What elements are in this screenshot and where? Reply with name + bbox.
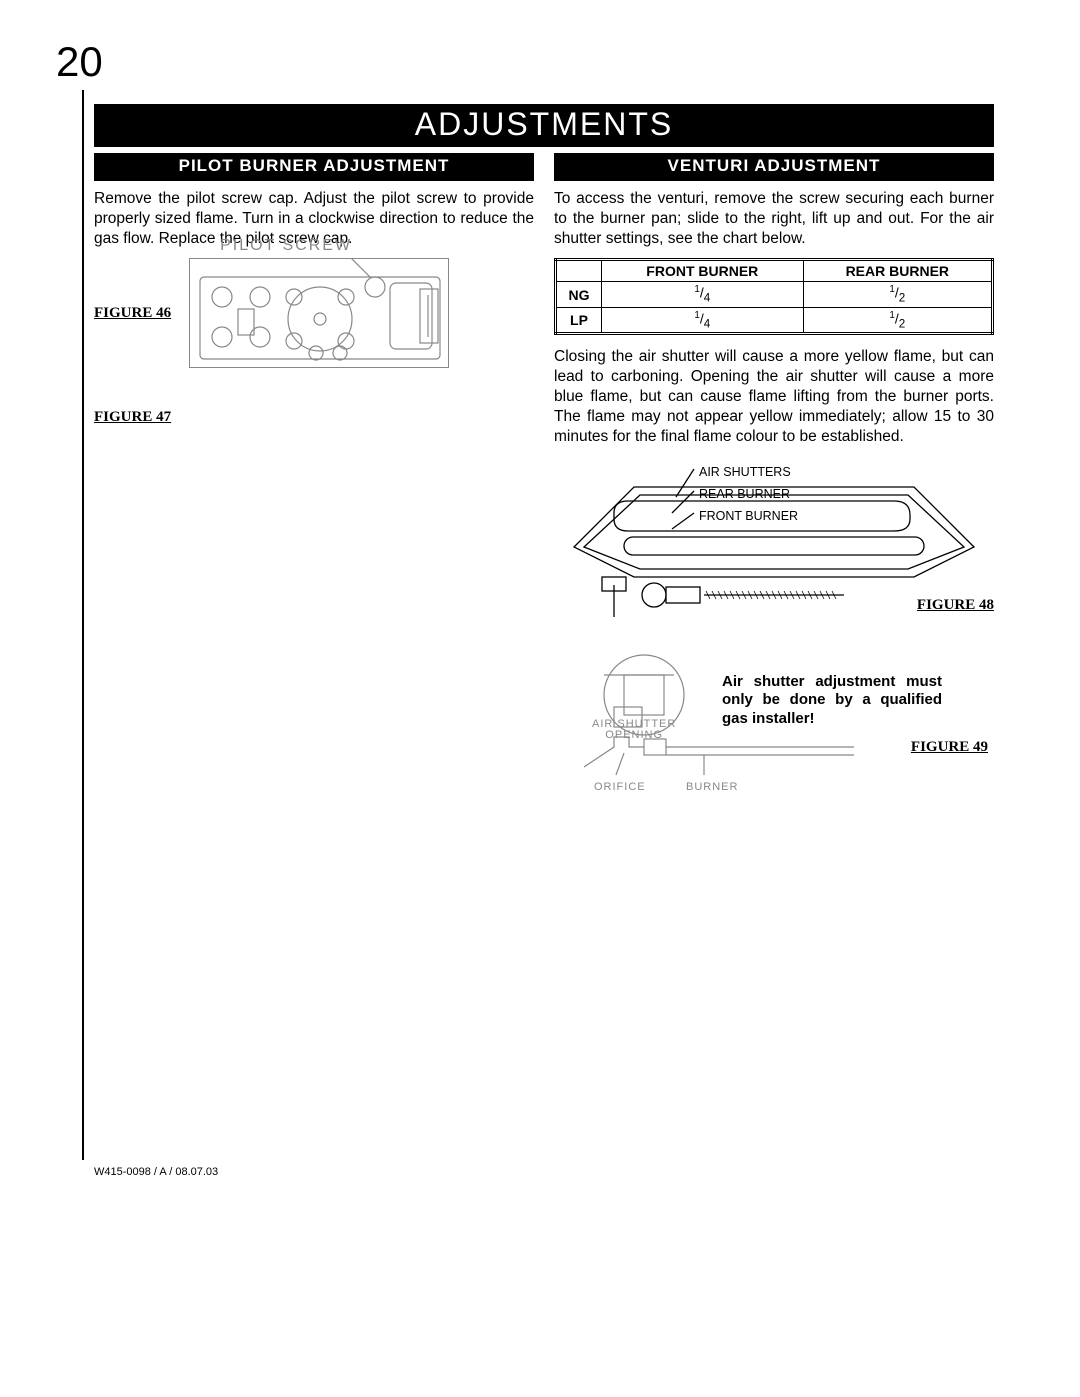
ng-rear-cell: 1/2 — [803, 282, 992, 307]
figure-49-label: FIGURE 49 — [911, 739, 988, 756]
figure-48-area: AIR SHUTTERS REAR BURNER FRONT BURNER FI… — [554, 457, 994, 647]
table-row: LP 1/4 1/2 — [556, 307, 993, 333]
venturi-paragraph-2: Closing the air shutter will cause a mor… — [554, 347, 994, 446]
figure-49-area: Air shutter adjustment must only be done… — [554, 647, 994, 847]
page-number: 20 — [56, 38, 103, 86]
label-text: OPENING — [605, 729, 663, 741]
frac-num: 1 — [889, 284, 894, 295]
frac-num: 1 — [694, 310, 699, 321]
venturi-paragraph-1: To access the venturi, remove the screw … — [554, 189, 994, 248]
frac-num: 1 — [694, 284, 699, 295]
front-burner-label: FRONT BURNER — [699, 509, 798, 523]
table-header-row: FRONT BURNER REAR BURNER — [556, 260, 993, 282]
lp-front-cell: 1/4 — [602, 307, 804, 333]
pilot-heading: PILOT BURNER ADJUSTMENT — [94, 153, 534, 181]
figure-46-diagram: PILOT SCREW — [189, 258, 449, 368]
table-header-front: FRONT BURNER — [602, 260, 804, 282]
table-row: NG 1/4 1/2 — [556, 282, 993, 307]
air-shutter-table: FRONT BURNER REAR BURNER NG 1/4 1/2 LP 1… — [554, 258, 994, 335]
pilot-screw-label: PILOT SCREW — [220, 237, 352, 255]
main-content: ADJUSTMENTS PILOT BURNER ADJUSTMENT Remo… — [94, 104, 994, 847]
table-header-blank — [556, 260, 602, 282]
ng-front-cell: 1/4 — [602, 282, 804, 307]
air-shutters-label: AIR SHUTTERS — [699, 465, 791, 479]
footer-doc-id: W415-0098 / A / 08.07.03 — [94, 1166, 218, 1178]
rear-burner-label: REAR BURNER — [699, 487, 790, 501]
burner-pan-diagram-icon — [554, 457, 994, 647]
air-shutter-opening-label: AIR SHUTTER OPENING — [592, 719, 676, 741]
row-head-ng: NG — [556, 282, 602, 307]
figure-48-label: FIGURE 48 — [917, 597, 994, 614]
orifice-label: ORIFICE — [594, 781, 646, 793]
figure-47-label: FIGURE 47 — [94, 409, 171, 425]
frac-den: 2 — [899, 317, 905, 330]
frac-den: 2 — [899, 292, 905, 305]
frac-den: 4 — [704, 292, 710, 305]
section-title: ADJUSTMENTS — [94, 104, 994, 147]
lp-rear-cell: 1/2 — [803, 307, 992, 333]
right-column: VENTURI ADJUSTMENT To access the venturi… — [554, 153, 994, 847]
venturi-heading: VENTURI ADJUSTMENT — [554, 153, 994, 181]
left-column: PILOT BURNER ADJUSTMENT Remove the pilot… — [94, 153, 534, 847]
left-margin-rule — [82, 90, 84, 1160]
burner-label: BURNER — [686, 781, 738, 793]
two-column-layout: PILOT BURNER ADJUSTMENT Remove the pilot… — [94, 153, 994, 847]
installer-warning: Air shutter adjustment must only be done… — [722, 673, 942, 729]
figure-46-label: FIGURE 46 — [94, 305, 171, 322]
frac-num: 1 — [889, 310, 894, 321]
table-header-rear: REAR BURNER — [803, 260, 992, 282]
frac-den: 4 — [704, 317, 710, 330]
valve-diagram-icon — [190, 259, 450, 369]
figure-46-row: FIGURE 46 PILOT SCREW — [94, 258, 534, 368]
row-head-lp: LP — [556, 307, 602, 333]
